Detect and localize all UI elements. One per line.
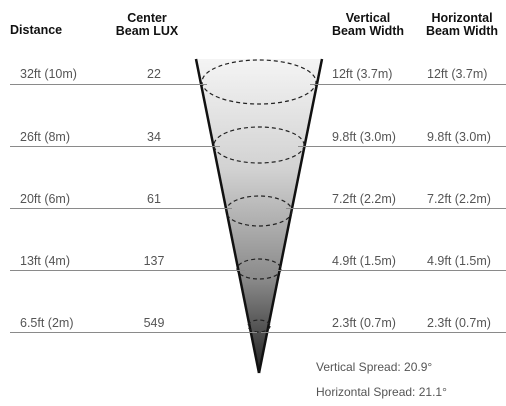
cell-lux: 61 xyxy=(147,192,161,206)
row-line-right xyxy=(310,84,506,85)
header-lux-line2: Beam LUX xyxy=(115,24,179,38)
row-line-right xyxy=(273,270,506,271)
cell-lux: 549 xyxy=(143,316,165,330)
row-line-left xyxy=(10,84,207,85)
header-horizontal-line2: Beam Width xyxy=(425,24,499,38)
beam-ellipse-6m xyxy=(225,195,293,227)
cell-horizontal-width: 2.3ft (0.7m) xyxy=(427,316,491,330)
cell-distance: 20ft (6m) xyxy=(20,192,71,206)
cell-vertical-width: 4.9ft (1.5m) xyxy=(332,254,396,268)
vertical-spread: Vertical Spread: 20.9° xyxy=(316,360,433,374)
cell-lux: 34 xyxy=(147,130,161,144)
beam-ellipse-2m xyxy=(247,319,271,333)
cell-horizontal-width: 4.9ft (1.5m) xyxy=(427,254,491,268)
cell-distance: 32ft (10m) xyxy=(20,67,77,81)
cell-horizontal-width: 12ft (3.7m) xyxy=(427,67,488,81)
cell-lux: 137 xyxy=(143,254,165,268)
header-center-beam-lux: Center Beam LUX xyxy=(104,12,190,38)
row-line-left xyxy=(10,332,257,333)
row-line-right xyxy=(298,146,506,147)
row-line-left xyxy=(10,146,220,147)
header-lux-line1: Center xyxy=(127,11,167,25)
header-vertical-line2: Beam Width xyxy=(331,24,405,38)
header-vertical-line1: Vertical xyxy=(345,11,391,25)
cell-horizontal-width: 7.2ft (2.2m) xyxy=(427,192,491,206)
header-horizontal-beam-width: Horizontal Beam Width xyxy=(417,12,506,38)
header-vertical-beam-width: Vertical Beam Width xyxy=(322,12,414,38)
beam-ellipse-4m xyxy=(236,258,282,280)
beam-ellipse-10m xyxy=(201,59,317,105)
beam-cone-fill xyxy=(196,59,322,373)
cell-horizontal-width: 9.8ft (3.0m) xyxy=(427,130,491,144)
cell-vertical-width: 12ft (3.7m) xyxy=(332,67,393,81)
row-line-left xyxy=(10,208,232,209)
beam-ellipses xyxy=(201,59,317,333)
row-line-right xyxy=(261,332,506,333)
row-line-left xyxy=(10,270,245,271)
horizontal-spread: Horizontal Spread: 21.1° xyxy=(316,385,447,399)
header-distance-label: Distance xyxy=(10,23,63,37)
cell-distance: 6.5ft (2m) xyxy=(20,316,74,330)
header-horizontal-line1: Horizontal xyxy=(431,11,493,25)
cell-lux: 22 xyxy=(147,67,161,81)
cell-distance: 26ft (8m) xyxy=(20,130,71,144)
cone-right-edge xyxy=(257,58,324,374)
row-line-right xyxy=(286,208,506,209)
beam-ellipse-8m xyxy=(213,126,305,164)
header-distance: Distance xyxy=(10,24,78,37)
cell-vertical-width: 2.3ft (0.7m) xyxy=(332,316,396,330)
cell-distance: 13ft (4m) xyxy=(20,254,71,268)
cell-vertical-width: 9.8ft (3.0m) xyxy=(332,130,396,144)
cell-vertical-width: 7.2ft (2.2m) xyxy=(332,192,396,206)
